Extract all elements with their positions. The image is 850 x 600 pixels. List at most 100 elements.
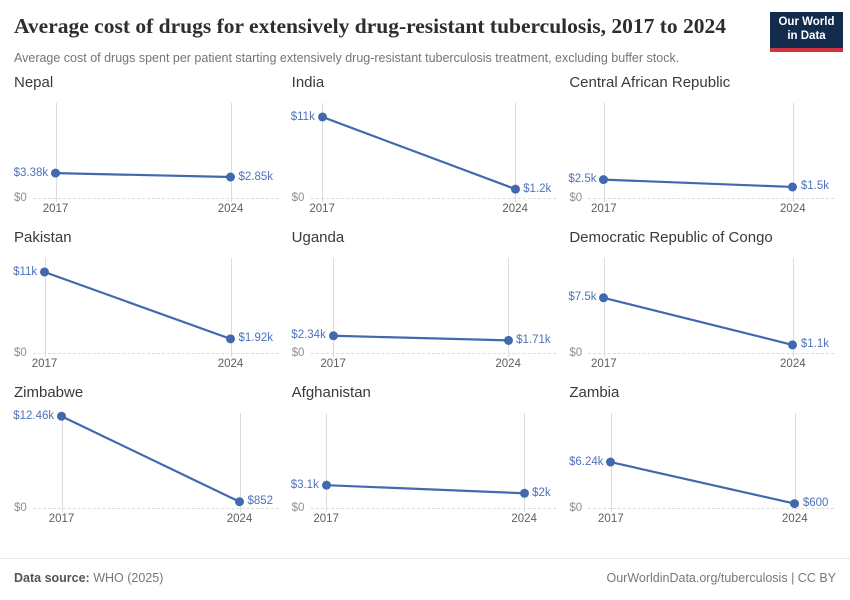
end-value-label: $1.92k bbox=[238, 332, 274, 345]
zero-baseline bbox=[588, 352, 834, 354]
country-title: Pakistan bbox=[14, 228, 72, 246]
x-tick-start: 2017 bbox=[598, 512, 624, 525]
x-tick-start: 2017 bbox=[313, 512, 339, 525]
end-value-label: $852 bbox=[247, 495, 274, 508]
plot-area: $0 $7.5k $1.1k 2017 2024 bbox=[568, 257, 836, 370]
gridline-start-year bbox=[326, 412, 328, 512]
footer: Data source: WHO (2025) OurWorldinData.o… bbox=[0, 559, 850, 600]
country-title: Zambia bbox=[569, 383, 620, 401]
country-title: Uganda bbox=[291, 228, 345, 246]
gridline-end-year bbox=[515, 102, 517, 202]
end-point bbox=[226, 333, 235, 343]
series-line bbox=[43, 270, 232, 340]
footer-right: OurWorldinData.org/tuberculosis | CC BY bbox=[606, 571, 836, 585]
end-point bbox=[519, 488, 529, 498]
zero-baseline bbox=[588, 197, 834, 199]
owid-logo-line2: in Data bbox=[787, 30, 826, 42]
x-tick-start: 2017 bbox=[31, 357, 58, 370]
x-tick-end: 2024 bbox=[780, 202, 806, 215]
x-tick-end: 2024 bbox=[511, 512, 537, 525]
end-value-label: $2.85k bbox=[238, 170, 274, 183]
end-value-label: $600 bbox=[802, 497, 829, 510]
x-tick-start: 2017 bbox=[591, 357, 617, 370]
trend-line-chart bbox=[40, 267, 235, 343]
x-tick-end: 2024 bbox=[226, 512, 253, 525]
series-line bbox=[602, 178, 794, 188]
x-tick-start: 2017 bbox=[320, 357, 346, 370]
end-value-label: $2k bbox=[532, 486, 551, 499]
country-panel: Nepal $0 $3.38k $2.85k 2017 2024 bbox=[14, 74, 281, 216]
gridline-end-year bbox=[508, 257, 510, 357]
zero-baseline bbox=[33, 507, 279, 509]
data-source-value: WHO (2025) bbox=[89, 571, 164, 585]
gridline-end-year bbox=[239, 412, 241, 512]
trend-line-chart bbox=[51, 168, 235, 182]
chart-title: Average cost of drugs for extensively dr… bbox=[14, 14, 727, 38]
gridline-end-year bbox=[794, 412, 796, 512]
country-panel: Pakistan $0 $11k $1.92k 2017 2024 bbox=[13, 228, 281, 371]
end-point bbox=[790, 498, 800, 508]
country-title: Central African Republic bbox=[569, 73, 731, 91]
country-title: India bbox=[291, 73, 325, 91]
start-value-label: $7.5k bbox=[568, 291, 597, 304]
country-title: Democratic Republic of Congo bbox=[569, 228, 773, 246]
series-line bbox=[602, 296, 794, 346]
gridline-start-year bbox=[322, 102, 324, 202]
gridline-end-year bbox=[792, 257, 794, 357]
trend-line-chart bbox=[57, 411, 244, 506]
x-tick-start: 2017 bbox=[42, 202, 69, 215]
plot-area: $0 $6.24k $600 2017 2024 bbox=[568, 412, 836, 525]
country-panel: Zimbabwe $0 $12.46k $852 2017 2024 bbox=[13, 384, 281, 526]
plot-area: $0 $2.34k $1.71k 2017 2024 bbox=[291, 257, 559, 370]
owid-url-link[interactable]: OurWorldinData.org/tuberculosis bbox=[606, 571, 788, 585]
data-source: Data source: WHO (2025) bbox=[14, 571, 163, 585]
gridline-start-year bbox=[333, 257, 335, 357]
zero-axis-label: $0 bbox=[569, 346, 583, 359]
start-point bbox=[599, 174, 609, 184]
zero-baseline bbox=[33, 352, 279, 354]
start-point bbox=[40, 267, 49, 277]
gridline-end-year bbox=[230, 102, 232, 202]
start-value-label: $11k bbox=[13, 265, 38, 278]
series-line bbox=[325, 483, 526, 494]
end-value-label: $1.71k bbox=[516, 333, 551, 346]
end-value-label: $1.2k bbox=[523, 182, 552, 195]
x-tick-start: 2017 bbox=[591, 202, 617, 215]
start-point bbox=[57, 411, 66, 421]
trend-line-chart bbox=[599, 174, 798, 191]
header: Average cost of drugs for extensively dr… bbox=[0, 0, 850, 65]
trend-line-chart bbox=[328, 330, 513, 345]
gridline-end-year bbox=[792, 102, 794, 202]
end-point bbox=[788, 339, 798, 349]
zero-baseline bbox=[310, 352, 557, 354]
gridline-start-year bbox=[603, 102, 605, 202]
zero-baseline bbox=[588, 507, 834, 509]
zero-axis-label: $0 bbox=[14, 191, 27, 204]
end-point bbox=[510, 184, 520, 194]
gridline-start-year bbox=[55, 102, 57, 202]
end-point bbox=[235, 496, 244, 506]
data-source-label: Data source: bbox=[14, 571, 90, 585]
x-tick-end: 2024 bbox=[495, 357, 521, 370]
trend-line-chart bbox=[599, 292, 798, 349]
zero-baseline bbox=[310, 507, 557, 509]
start-value-label: $3.1k bbox=[290, 478, 319, 491]
start-point bbox=[606, 457, 616, 467]
plot-area: $0 $11k $1.2k 2017 2024 bbox=[290, 102, 559, 215]
plot-area: $0 $3.38k $2.85k 2017 2024 bbox=[14, 102, 281, 215]
owid-logo[interactable]: Our World in Data bbox=[770, 12, 843, 52]
start-value-label: $2.34k bbox=[291, 329, 326, 342]
end-value-label: $1.5k bbox=[800, 180, 829, 193]
owid-logo-line1: Our World bbox=[778, 16, 835, 29]
trend-line-chart bbox=[321, 480, 529, 498]
start-point bbox=[317, 112, 327, 122]
start-value-label: $6.24k bbox=[568, 455, 604, 468]
country-panel: Zambia $0 $6.24k $600 2017 2024 bbox=[569, 384, 836, 526]
zero-baseline bbox=[310, 197, 557, 199]
start-value-label: $11k bbox=[290, 110, 315, 123]
plot-area: $0 $12.46k $852 2017 2024 bbox=[13, 410, 281, 525]
start-point bbox=[321, 480, 331, 490]
zero-axis-label: $0 bbox=[291, 191, 305, 204]
start-point bbox=[599, 292, 609, 302]
